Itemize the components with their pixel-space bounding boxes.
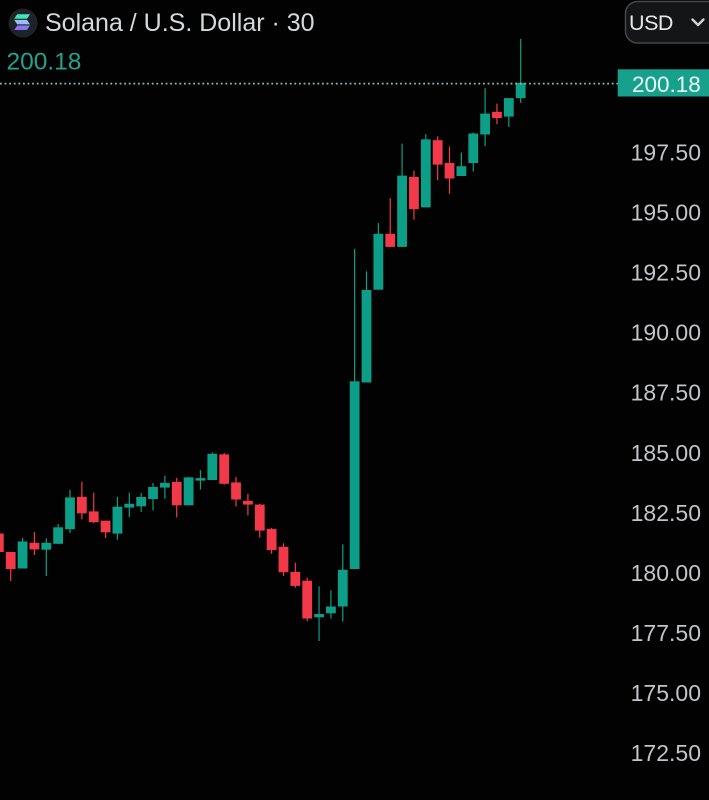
svg-text:Solana / U.S. Dollar · 30: Solana / U.S. Dollar · 30 bbox=[45, 9, 315, 37]
svg-text:185.00: 185.00 bbox=[631, 440, 701, 466]
svg-text:USD: USD bbox=[629, 11, 673, 35]
svg-text:172.50: 172.50 bbox=[631, 740, 701, 766]
svg-text:180.00: 180.00 bbox=[631, 560, 701, 586]
svg-text:190.00: 190.00 bbox=[631, 320, 701, 346]
svg-text:182.50: 182.50 bbox=[631, 500, 701, 526]
svg-text:197.50: 197.50 bbox=[631, 140, 701, 166]
svg-text:195.00: 195.00 bbox=[631, 200, 701, 226]
svg-text:200.18: 200.18 bbox=[632, 72, 701, 97]
svg-text:175.00: 175.00 bbox=[631, 680, 701, 706]
svg-text:177.50: 177.50 bbox=[631, 620, 701, 646]
svg-text:192.50: 192.50 bbox=[631, 260, 701, 286]
svg-text:200.18: 200.18 bbox=[7, 48, 82, 75]
svg-text:187.50: 187.50 bbox=[631, 380, 701, 406]
